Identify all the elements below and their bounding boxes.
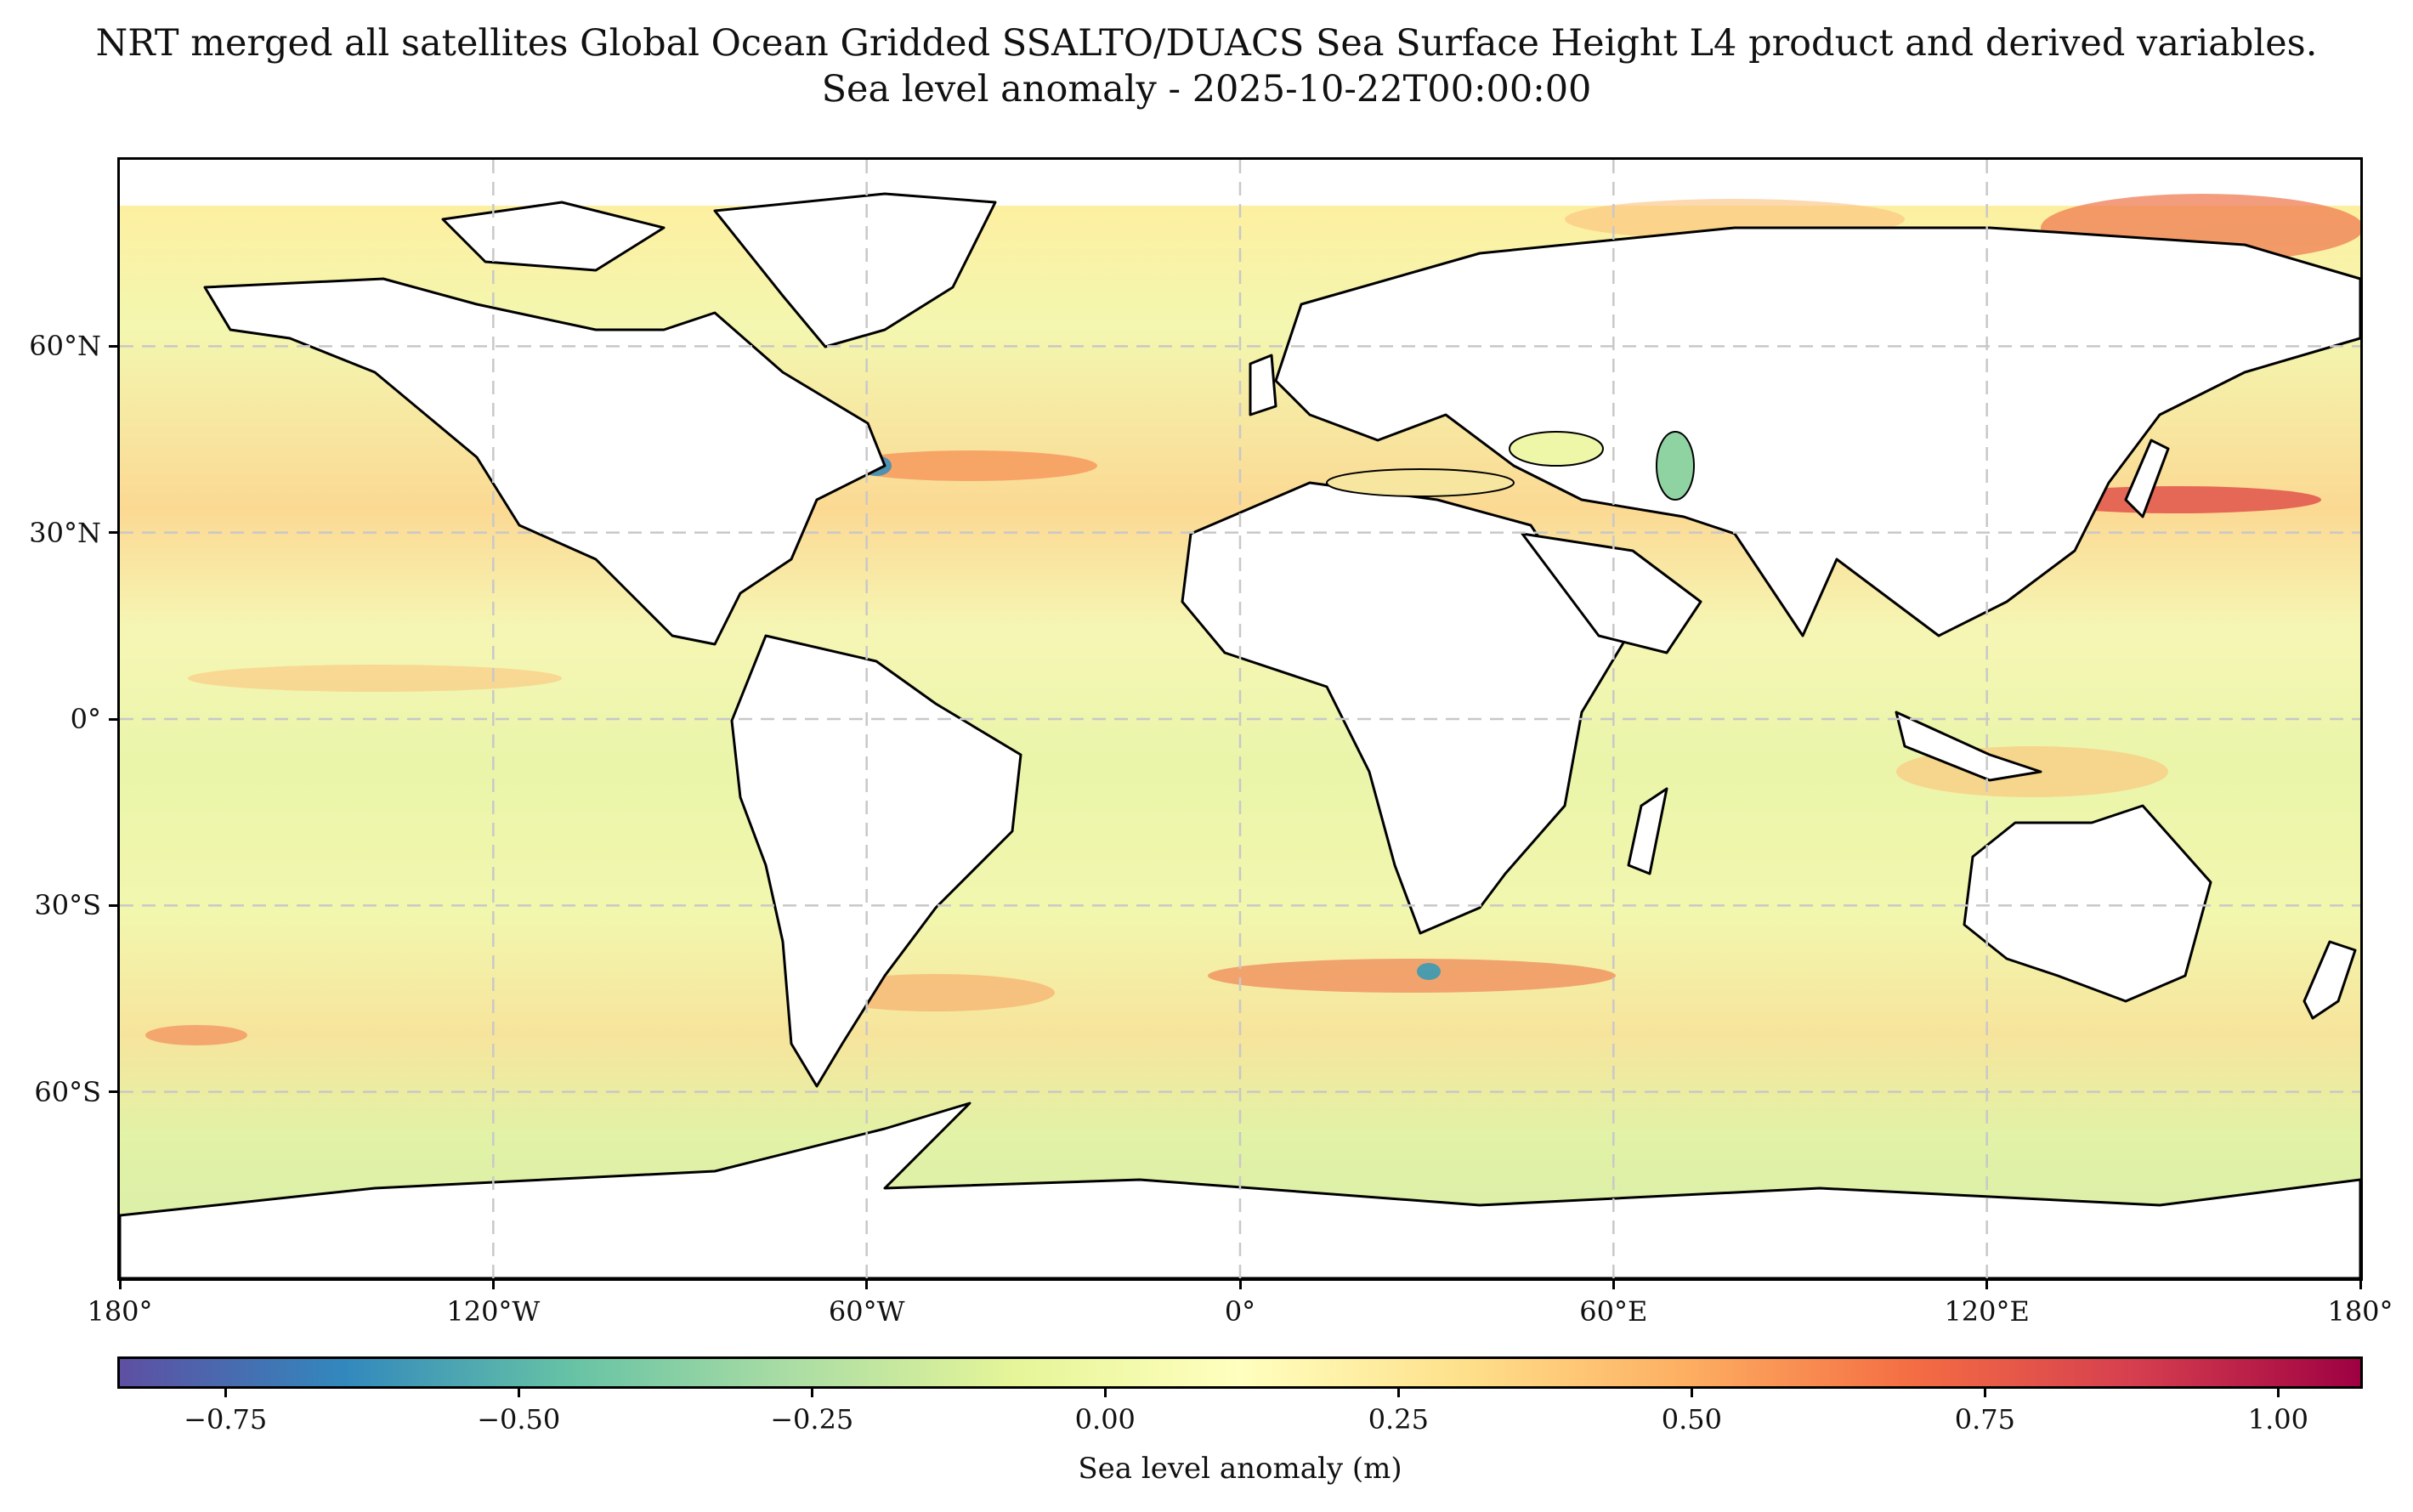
x-tick-mark bbox=[1611, 1281, 1615, 1289]
y-tick-label: 30°N bbox=[29, 516, 101, 549]
colorbar-tick-label: 0.75 bbox=[1954, 1403, 2015, 1436]
uk bbox=[1249, 354, 1277, 416]
agulhas-anomaly bbox=[1208, 959, 1616, 993]
x-tick-mark bbox=[1238, 1281, 1242, 1289]
canadian-archipelago bbox=[441, 201, 666, 272]
colorbar-tick-label: −0.75 bbox=[184, 1403, 268, 1436]
y-tick-mark bbox=[109, 717, 117, 721]
land-masses bbox=[120, 192, 2360, 1278]
gridlines bbox=[120, 160, 2360, 1278]
map-panel[interactable] bbox=[117, 157, 2363, 1281]
x-tick-mark bbox=[2359, 1281, 2362, 1289]
x-tick-label: 120°W bbox=[446, 1295, 541, 1328]
x-tick-label: 60°E bbox=[1579, 1295, 1648, 1328]
equatorial-pacific-anomaly bbox=[188, 665, 562, 692]
x-tick-label: 120°E bbox=[1944, 1295, 2030, 1328]
colorbar-tick-mark bbox=[224, 1389, 227, 1397]
x-tick-mark bbox=[1985, 1281, 1989, 1289]
japan bbox=[2124, 439, 2170, 518]
australia bbox=[1963, 804, 2212, 1003]
caspian-sea bbox=[1656, 431, 1695, 501]
colorbar-tick-mark bbox=[1396, 1389, 1400, 1397]
south-america bbox=[730, 634, 1022, 1088]
map-title-line2: Sea level anomaly - 2025-10-22T00:00:00 bbox=[821, 68, 1592, 110]
colorbar-tick-label: 0.50 bbox=[1661, 1403, 1722, 1436]
colorbar-tick-mark bbox=[1983, 1389, 1986, 1397]
colorbar-tick-mark bbox=[2276, 1389, 2280, 1397]
europe-asia bbox=[1274, 226, 2360, 637]
africa bbox=[1181, 481, 1634, 935]
indonesia bbox=[1895, 711, 2042, 782]
colorbar-tick-mark bbox=[810, 1389, 813, 1397]
y-tick-mark bbox=[109, 531, 117, 535]
colorbar bbox=[117, 1356, 2363, 1389]
y-tick-mark bbox=[109, 344, 117, 348]
colorbar-tick-label: 0.25 bbox=[1368, 1403, 1429, 1436]
black-sea bbox=[1509, 431, 1604, 467]
madagascar bbox=[1627, 787, 1668, 875]
south-pacific-anomaly bbox=[145, 1025, 247, 1045]
y-tick-label: 60°N bbox=[29, 330, 101, 363]
colorbar-tick-label: 0.00 bbox=[1074, 1403, 1136, 1436]
x-tick-label: 180° bbox=[87, 1295, 153, 1328]
y-tick-mark bbox=[109, 1090, 117, 1094]
y-tick-mark bbox=[109, 903, 117, 907]
x-tick-label: 0° bbox=[1224, 1295, 1256, 1328]
x-tick-label: 180° bbox=[2327, 1295, 2393, 1328]
x-tick-mark bbox=[865, 1281, 869, 1289]
mediterranean bbox=[1326, 468, 1515, 497]
colorbar-tick-label: −0.50 bbox=[477, 1403, 561, 1436]
x-tick-label: 60°W bbox=[828, 1295, 905, 1328]
colorbar-tick-mark bbox=[1690, 1389, 1693, 1397]
x-tick-mark bbox=[491, 1281, 495, 1289]
colorbar-tick-mark bbox=[517, 1389, 520, 1397]
colorbar-tick-mark bbox=[1103, 1389, 1107, 1397]
y-tick-label: 60°S bbox=[34, 1075, 101, 1108]
north-america bbox=[203, 277, 886, 646]
inland-seas bbox=[1326, 431, 1695, 501]
colorbar-tick-label: 1.00 bbox=[2247, 1403, 2309, 1436]
antarctica bbox=[120, 1101, 2360, 1278]
greenland bbox=[713, 192, 997, 348]
y-tick-label: 0° bbox=[70, 703, 101, 735]
new-zealand bbox=[2303, 940, 2357, 1020]
gulf-stream-anomaly bbox=[842, 450, 1097, 481]
colorbar-label: Sea level anomaly (m) bbox=[1078, 1452, 1402, 1486]
sea-level-map bbox=[120, 160, 2360, 1278]
y-tick-label: 30°S bbox=[34, 889, 101, 922]
colorbar-tick-label: −0.25 bbox=[770, 1403, 854, 1436]
map-title-line1: NRT merged all satellites Global Ocean G… bbox=[95, 22, 2318, 65]
x-tick-mark bbox=[118, 1281, 122, 1289]
agulhas-negative bbox=[1417, 963, 1441, 980]
